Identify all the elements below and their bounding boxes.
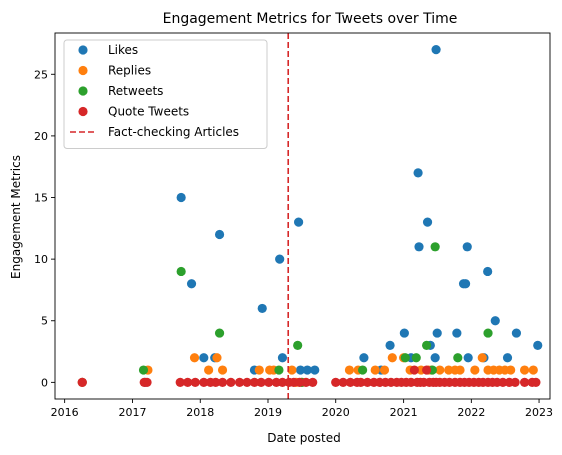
data-point: [422, 341, 431, 350]
data-point: [177, 193, 186, 202]
data-point: [274, 365, 283, 374]
data-point: [433, 328, 442, 337]
data-point: [520, 365, 529, 374]
data-point: [275, 255, 284, 264]
data-point: [401, 353, 410, 362]
data-point: [218, 378, 227, 387]
legend-label: Replies: [108, 64, 151, 78]
legend-label: Retweets: [108, 84, 163, 98]
data-point: [215, 328, 224, 337]
data-point: [483, 267, 492, 276]
y-tick-label: 10: [34, 253, 48, 266]
data-point: [412, 353, 421, 362]
data-point: [470, 365, 479, 374]
data-point: [422, 365, 431, 374]
data-point: [345, 365, 354, 374]
x-tick-label: 2018: [186, 406, 214, 419]
data-point: [310, 365, 319, 374]
chart-title: Engagement Metrics for Tweets over Time: [163, 11, 458, 27]
data-point: [212, 353, 221, 362]
data-point: [431, 45, 440, 54]
data-point: [463, 242, 472, 251]
data-point: [255, 365, 264, 374]
data-point: [359, 353, 368, 362]
data-point: [218, 365, 227, 374]
data-point: [431, 242, 440, 251]
data-point: [294, 218, 303, 227]
series-retweets: [139, 242, 493, 387]
data-point: [533, 341, 542, 350]
y-tick-label: 0: [41, 376, 48, 389]
legend-marker: [78, 86, 87, 95]
data-point: [380, 365, 389, 374]
legend-label: Quote Tweets: [108, 105, 189, 119]
legend-marker: [78, 45, 87, 54]
y-tick-label: 20: [34, 130, 48, 143]
data-point: [452, 328, 461, 337]
data-point: [506, 365, 515, 374]
data-point: [371, 365, 380, 374]
data-point: [413, 168, 422, 177]
x-tick-label: 2021: [390, 406, 418, 419]
y-tick-label: 25: [34, 68, 48, 81]
data-point: [177, 267, 186, 276]
x-tick-label: 2016: [51, 406, 79, 419]
data-point: [388, 353, 397, 362]
data-point: [385, 341, 394, 350]
data-point: [531, 378, 540, 387]
data-point: [478, 353, 487, 362]
legend-marker: [78, 66, 87, 75]
data-point: [358, 365, 367, 374]
legend-label: Likes: [108, 43, 138, 57]
data-point: [204, 365, 213, 374]
data-point: [529, 365, 538, 374]
data-point: [308, 378, 317, 387]
y-axis-label: Engagement Metrics: [9, 155, 23, 279]
data-point: [414, 242, 423, 251]
data-point: [293, 341, 302, 350]
data-point: [199, 353, 208, 362]
data-point: [191, 378, 200, 387]
data-point: [512, 328, 521, 337]
data-point: [78, 378, 87, 387]
y-tick-label: 5: [41, 315, 48, 328]
x-tick-label: 2017: [119, 406, 147, 419]
data-point: [226, 378, 235, 387]
data-point: [215, 230, 224, 239]
data-point: [278, 353, 287, 362]
data-point: [423, 218, 432, 227]
data-point: [503, 353, 512, 362]
x-tick-label: 2019: [254, 406, 282, 419]
x-axis-label: Date posted: [267, 431, 340, 445]
legend: Likes Replies Retweets Quote Tweets Fact-che…: [64, 40, 267, 149]
data-point: [258, 304, 267, 313]
data-point: [483, 328, 492, 337]
data-point: [461, 279, 470, 288]
data-point: [190, 353, 199, 362]
legend-label: Fact-checking Articles: [108, 125, 239, 139]
x-tick-label: 2023: [525, 406, 553, 419]
y-tick-label: 15: [34, 192, 48, 205]
data-point: [187, 279, 196, 288]
x-tick-label: 2022: [457, 406, 485, 419]
data-point: [142, 378, 151, 387]
legend-marker: [78, 107, 87, 116]
data-point: [491, 316, 500, 325]
data-point: [455, 365, 464, 374]
data-point: [511, 378, 520, 387]
data-point: [431, 353, 440, 362]
data-point: [400, 328, 409, 337]
data-point: [139, 365, 148, 374]
data-point: [453, 353, 462, 362]
x-tick-label: 2020: [322, 406, 350, 419]
data-point: [410, 365, 419, 374]
data-point: [464, 353, 473, 362]
